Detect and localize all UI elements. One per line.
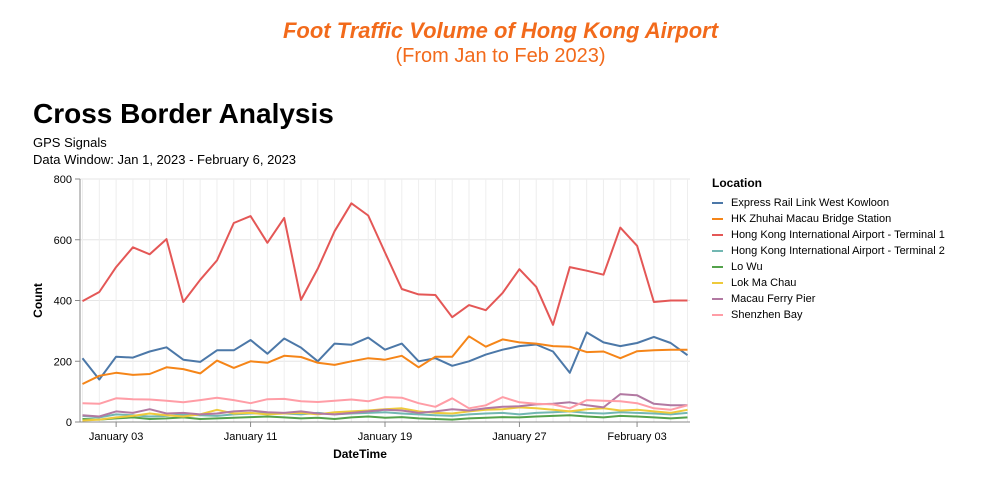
- series-line-express-rail-link-west-kowloon: [81, 331, 689, 381]
- line-chart: 0 200 400 600 800 January 03 January 11 January…: [31, 174, 690, 461]
- y-tick-label: 0: [66, 417, 72, 429]
- legend-label: Lo Wu: [731, 261, 763, 273]
- series-line-hong-kong-international-airport-terminal-2: [82, 410, 688, 419]
- legend-swatch: [712, 314, 723, 316]
- legend-title: Location: [712, 176, 762, 190]
- legend-label: HK Zhuhai Macau Bridge Station: [731, 213, 892, 225]
- x-tick-label: January 19: [358, 431, 412, 443]
- legend-label: Lok Ma Chau: [731, 277, 797, 289]
- chart-title: Cross Border Analysis: [33, 98, 334, 129]
- y-tick-label: 400: [54, 296, 72, 308]
- series-line-hk-zhuhai-macau-bridge-station: [82, 335, 688, 385]
- x-tick-label: January 03: [89, 431, 143, 443]
- chart-subtitle-line-2: Data Window: Jan 1, 2023 - February 6, 2…: [33, 152, 297, 167]
- legend-swatch: [712, 202, 723, 204]
- series-line-shenzhen-bay: [82, 396, 688, 411]
- legend-items: Express Rail Link West Kowloon HK Zhuhai …: [712, 195, 945, 323]
- legend-item-express-rail-link-west-kowloon: Express Rail Link West Kowloon: [712, 195, 945, 211]
- legend-item-lok-ma-chau: Lok Ma Chau: [712, 275, 945, 291]
- x-tick-label: January 27: [492, 431, 546, 443]
- legend-label: Hong Kong International Airport - Termin…: [731, 245, 945, 257]
- headline-subtitle: (From Jan to Feb 2023): [395, 45, 606, 67]
- legend-item-hong-kong-international-airport-terminal-2: Hong Kong International Airport - Termin…: [712, 243, 945, 259]
- legend-item-shenzhen-bay: Shenzhen Bay: [712, 307, 945, 323]
- series-line-macau-ferry-pier: [82, 393, 688, 418]
- legend-label: Express Rail Link West Kowloon: [731, 197, 890, 209]
- y-axis-label: Count: [31, 283, 45, 318]
- legend-label: Hong Kong International Airport - Termin…: [731, 229, 945, 241]
- x-axis-label: DateTime: [333, 447, 387, 461]
- legend: Location Express Rail Link West Kowloon H…: [712, 176, 945, 323]
- y-tick-label: 600: [54, 235, 72, 247]
- legend-label: Macau Ferry Pier: [731, 293, 816, 305]
- legend-swatch: [712, 298, 723, 300]
- legend-item-hk-zhuhai-macau-bridge-station: HK Zhuhai Macau Bridge Station: [712, 211, 945, 227]
- legend-swatch: [712, 234, 723, 236]
- y-tick-label: 800: [54, 174, 72, 186]
- legend-swatch: [712, 282, 723, 284]
- legend-item-lo-wu: Lo Wu: [712, 259, 945, 275]
- x-tick-label: February 03: [607, 431, 666, 443]
- legend-label: Shenzhen Bay: [731, 309, 803, 321]
- y-tick-label: 200: [54, 356, 72, 368]
- series-line-hong-kong-international-airport-terminal-1: [82, 202, 688, 326]
- legend-swatch: [712, 218, 723, 220]
- chart-subtitle-line-1: GPS Signals: [33, 135, 107, 150]
- legend-item-macau-ferry-pier: Macau Ferry Pier: [712, 291, 945, 307]
- x-tick-label: January 11: [224, 431, 278, 443]
- legend-swatch: [712, 250, 723, 252]
- legend-swatch: [712, 266, 723, 268]
- legend-item-hong-kong-international-airport-terminal-1: Hong Kong International Airport - Termin…: [712, 227, 945, 243]
- headline-title: Foot Traffic Volume of Hong Kong Airport: [282, 18, 719, 43]
